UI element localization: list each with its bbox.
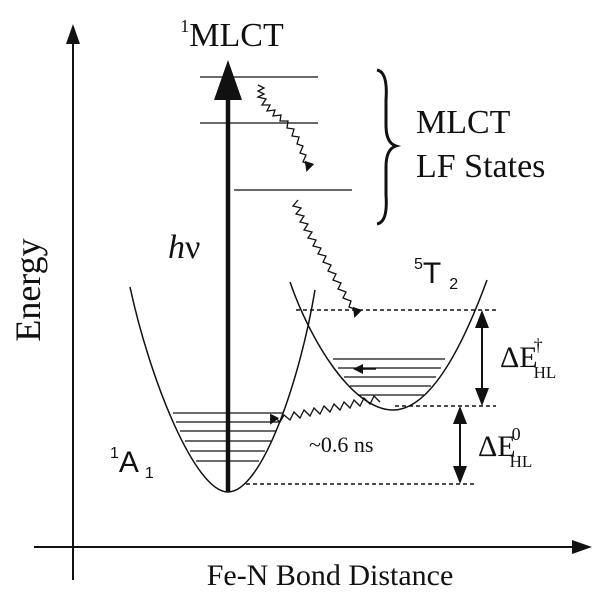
ground-name: A: [119, 446, 139, 479]
gap-upper-arrowhead-top: [475, 310, 489, 328]
brace-label-line2: LF States: [416, 148, 545, 185]
lifetime-label: ~0.6 ns: [309, 432, 373, 457]
ground-vibrational-levels: [173, 412, 283, 462]
gap-lower-sub: HL: [510, 452, 533, 471]
ground-state-label: 1A 1: [110, 445, 154, 482]
gap-upper-sub: HL: [534, 363, 557, 382]
high-spin-vibrational-levels: [333, 358, 445, 396]
gap-upper-label: ΔE† HL: [500, 335, 556, 382]
photon-label: hν: [168, 229, 200, 266]
top-state-label: 1MLCT: [180, 16, 284, 54]
gap-lower-arrowhead-top: [453, 406, 467, 424]
high-spin-prefix: 5: [414, 256, 423, 273]
x-axis-arrowhead: [572, 540, 592, 554]
relaxation-wave-1: [256, 84, 315, 172]
ground-state-curve: [129, 286, 316, 493]
high-spin-name: T: [423, 257, 441, 290]
gap-upper-arrowhead-bottom: [475, 388, 489, 406]
relaxation-wave-2: [291, 199, 363, 318]
brace-label-line1: MLCT: [416, 104, 511, 141]
top-state-name: MLCT: [189, 17, 284, 54]
high-spin-curve: [289, 279, 488, 411]
high-spin-label: 5T 2: [414, 256, 458, 293]
high-spin-sub: 2: [449, 276, 458, 293]
relaxation-wave-3: [270, 394, 381, 425]
states-brace: [376, 68, 402, 226]
excitation-arrowhead: [214, 60, 242, 100]
gap-lower-delta: ΔE: [478, 430, 516, 463]
ground-sub: 1: [145, 465, 154, 482]
ground-prefix: 1: [110, 445, 119, 462]
gap-lower-sup: 0: [512, 424, 521, 444]
x-axis-label: Fe-N Bond Distance: [207, 559, 454, 592]
gap-upper-delta: ΔE: [500, 341, 538, 374]
gap-lower-label: ΔE0 HL: [478, 424, 532, 471]
gap-upper-sup: †: [534, 335, 543, 355]
gap-lower-arrowhead-bottom: [453, 466, 467, 484]
y-axis-label: Energy: [8, 238, 48, 341]
photon-nu: ν: [185, 229, 200, 266]
top-state-prefix: 1: [180, 16, 189, 36]
y-axis-arrowhead: [66, 24, 80, 44]
photon-h: h: [168, 229, 185, 266]
